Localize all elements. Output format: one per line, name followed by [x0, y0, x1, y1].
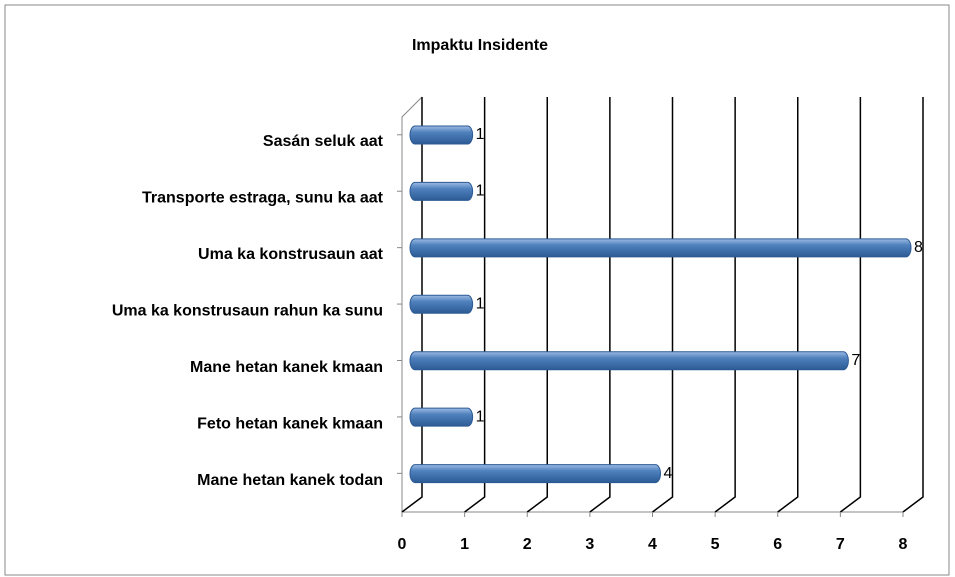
bar [409, 238, 912, 258]
x-tick-label: 1 [460, 536, 469, 553]
x-tick-label: 8 [899, 536, 908, 553]
x-tick-label: 3 [585, 536, 594, 553]
grid-line [714, 97, 736, 513]
bar [409, 125, 474, 145]
value-label: 7 [851, 352, 860, 369]
y-tick-label: Uma ka konstrusaun rahun ka sunu [112, 303, 383, 320]
x-tick-label: 6 [773, 536, 782, 553]
y-tick-label: Transporte estraga, sunu ka aat [142, 190, 384, 207]
grid-line [464, 97, 486, 513]
y-tick-label: Mane hetan kanek kmaan [190, 359, 383, 376]
bar [409, 181, 474, 201]
wall [401, 96, 423, 512]
chart-title: Impaktu Insidente [412, 37, 548, 54]
chart-frame [4, 4, 950, 576]
grid-line [526, 97, 548, 513]
y-tick-label: Feto hetan kanek kmaan [197, 415, 383, 432]
grid-line [589, 97, 611, 513]
x-tick-label: 5 [711, 536, 720, 553]
value-label: 1 [476, 408, 485, 425]
value-label: 8 [914, 239, 923, 256]
bar [409, 351, 849, 371]
bar [409, 294, 474, 314]
x-tick-label: 0 [398, 536, 407, 553]
y-tick-label: Mane hetan kanek todan [197, 472, 383, 489]
grid-line [777, 97, 799, 513]
grid-line [401, 97, 423, 513]
x-tick-label: 4 [648, 536, 657, 553]
y-tick-label: Uma ka konstrusaun aat [198, 246, 384, 263]
grid-line [902, 97, 924, 513]
value-label: 1 [476, 183, 485, 200]
grid-line [839, 97, 862, 513]
value-label: 1 [476, 296, 485, 313]
bar [409, 464, 661, 484]
value-label: 1 [476, 126, 485, 143]
value-label: 4 [664, 465, 673, 482]
bar [409, 407, 474, 427]
grid-line [652, 97, 674, 513]
x-tick-label: 2 [523, 536, 532, 553]
y-tick-label: Sasán seluk aat [263, 133, 384, 150]
x-tick-label: 7 [836, 536, 845, 553]
